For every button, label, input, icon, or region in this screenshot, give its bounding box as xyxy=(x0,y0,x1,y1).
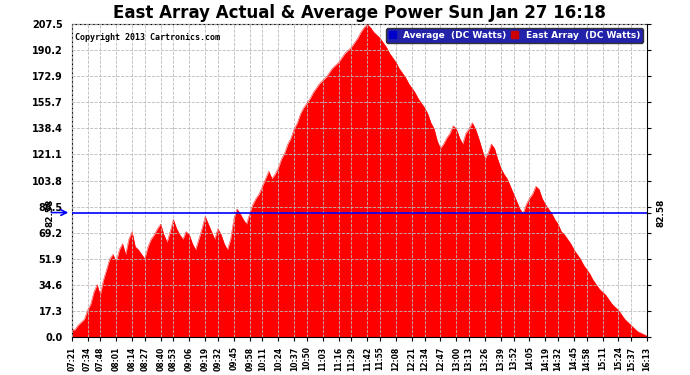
Text: 82.58: 82.58 xyxy=(46,198,55,227)
Text: Copyright 2013 Cartronics.com: Copyright 2013 Cartronics.com xyxy=(75,33,219,42)
Title: East Array Actual & Average Power Sun Jan 27 16:18: East Array Actual & Average Power Sun Ja… xyxy=(113,4,606,22)
Legend: Average  (DC Watts), East Array  (DC Watts): Average (DC Watts), East Array (DC Watts… xyxy=(386,28,642,43)
